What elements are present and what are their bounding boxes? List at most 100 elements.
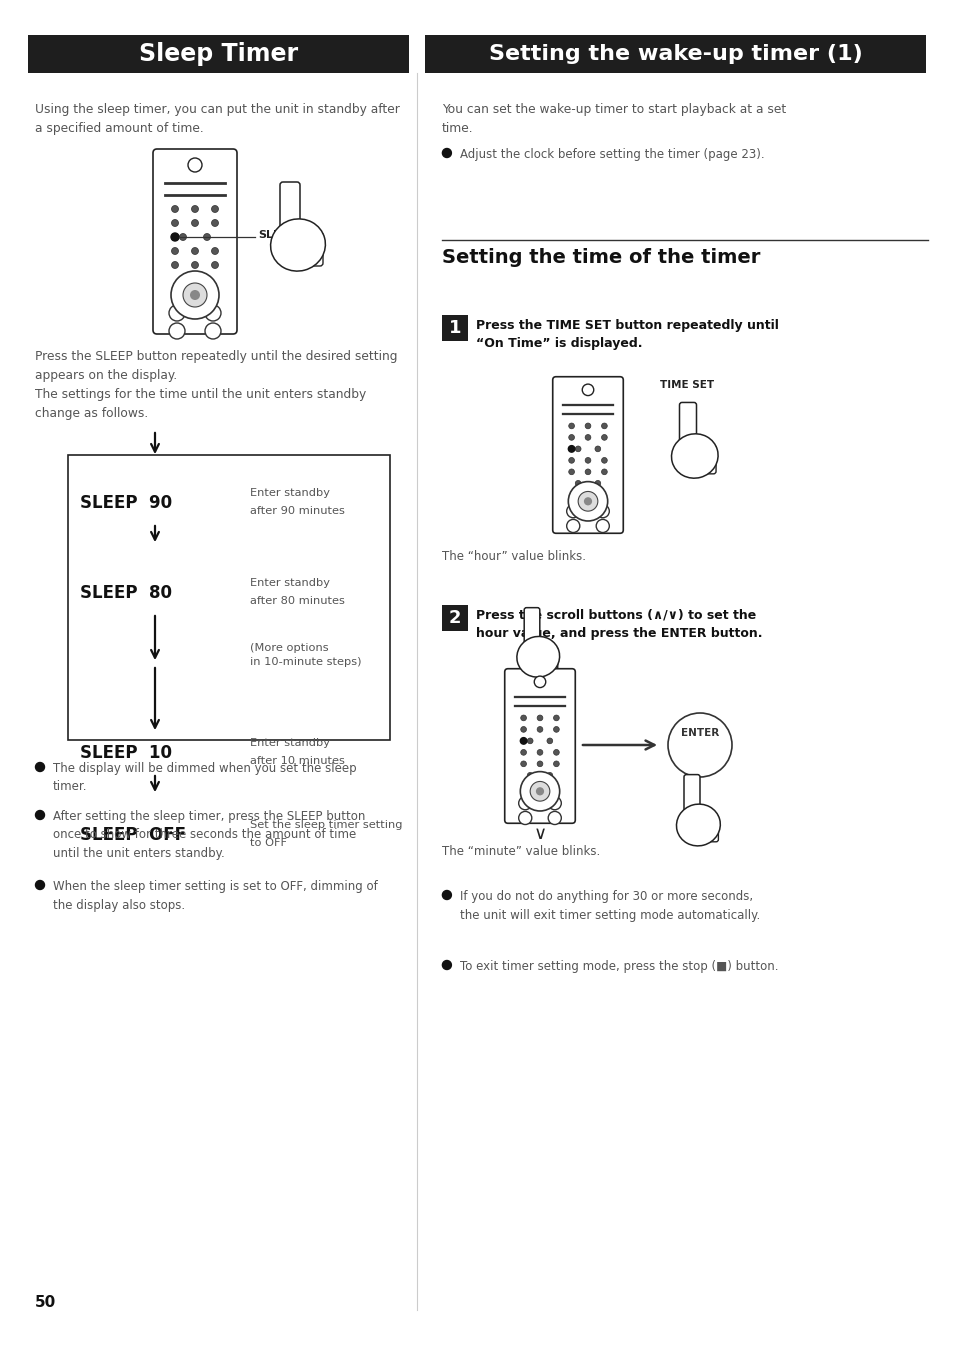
Bar bbox=[441, 315, 467, 341]
Circle shape bbox=[192, 262, 198, 268]
Circle shape bbox=[212, 205, 218, 213]
Circle shape bbox=[183, 283, 207, 307]
FancyBboxPatch shape bbox=[504, 669, 575, 824]
Ellipse shape bbox=[671, 434, 718, 479]
Text: Press the TIME SET button repeatedly until
“On Time” is displayed.: Press the TIME SET button repeatedly unt… bbox=[476, 319, 778, 350]
Text: You can set the wake-up timer to start playback at a set
time.: You can set the wake-up timer to start p… bbox=[441, 102, 785, 135]
Text: When the sleep timer setting is set to OFF, dimming of
the display also stops.: When the sleep timer setting is set to O… bbox=[53, 880, 377, 911]
Text: (More options
in 10-minute steps): (More options in 10-minute steps) bbox=[250, 643, 361, 667]
Text: Sleep Timer: Sleep Timer bbox=[139, 42, 297, 66]
Circle shape bbox=[575, 446, 580, 452]
Ellipse shape bbox=[517, 636, 559, 677]
Circle shape bbox=[553, 749, 558, 755]
Circle shape bbox=[537, 762, 542, 767]
Circle shape bbox=[601, 423, 607, 429]
Circle shape bbox=[530, 782, 549, 801]
Circle shape bbox=[203, 275, 211, 283]
Circle shape bbox=[520, 762, 526, 767]
FancyBboxPatch shape bbox=[679, 403, 696, 446]
Circle shape bbox=[179, 290, 186, 297]
Circle shape bbox=[578, 492, 598, 511]
Circle shape bbox=[519, 737, 526, 744]
Circle shape bbox=[553, 727, 558, 732]
Text: TIME SET: TIME SET bbox=[659, 380, 714, 390]
FancyBboxPatch shape bbox=[703, 814, 718, 841]
Circle shape bbox=[520, 749, 526, 755]
Text: To exit timer setting mode, press the stop (■) button.: To exit timer setting mode, press the st… bbox=[459, 960, 778, 973]
Circle shape bbox=[169, 305, 185, 321]
Circle shape bbox=[35, 880, 45, 890]
Text: after 90 minutes: after 90 minutes bbox=[250, 506, 345, 516]
Circle shape bbox=[205, 324, 221, 338]
FancyBboxPatch shape bbox=[543, 647, 558, 673]
Circle shape bbox=[667, 713, 731, 776]
Circle shape bbox=[35, 810, 45, 820]
Circle shape bbox=[179, 275, 186, 283]
Circle shape bbox=[534, 677, 545, 687]
Circle shape bbox=[192, 205, 198, 213]
Circle shape bbox=[566, 504, 579, 518]
FancyBboxPatch shape bbox=[700, 445, 716, 474]
Text: Using the sleep timer, you can put the unit in standby after
a specified amount : Using the sleep timer, you can put the u… bbox=[35, 102, 399, 135]
Circle shape bbox=[520, 727, 526, 732]
Circle shape bbox=[527, 737, 533, 744]
Circle shape bbox=[442, 961, 451, 969]
Circle shape bbox=[203, 233, 211, 240]
Circle shape bbox=[35, 763, 45, 771]
Circle shape bbox=[169, 324, 185, 338]
Text: The “minute” value blinks.: The “minute” value blinks. bbox=[441, 845, 599, 857]
Text: Adjust the clock before setting the timer (page 23).: Adjust the clock before setting the time… bbox=[459, 148, 763, 160]
Circle shape bbox=[203, 290, 211, 297]
Circle shape bbox=[171, 233, 179, 241]
Circle shape bbox=[548, 797, 560, 810]
Circle shape bbox=[212, 248, 218, 255]
Circle shape bbox=[537, 727, 542, 732]
Circle shape bbox=[581, 384, 593, 395]
Circle shape bbox=[595, 480, 600, 487]
Circle shape bbox=[546, 785, 552, 790]
Text: 50: 50 bbox=[35, 1295, 56, 1310]
Text: If you do not do anything for 30 or more seconds,
the unit will exit timer setti: If you do not do anything for 30 or more… bbox=[459, 890, 760, 922]
Circle shape bbox=[172, 205, 178, 213]
Circle shape bbox=[568, 423, 574, 429]
Text: The “hour” value blinks.: The “hour” value blinks. bbox=[441, 550, 585, 563]
Circle shape bbox=[575, 480, 580, 487]
Circle shape bbox=[596, 519, 609, 532]
Text: Press the scroll buttons (∧/∨) to set the
hour value, and press the ENTER button: Press the scroll buttons (∧/∨) to set th… bbox=[476, 609, 761, 640]
FancyBboxPatch shape bbox=[152, 150, 236, 334]
Circle shape bbox=[179, 233, 186, 240]
Circle shape bbox=[442, 891, 451, 899]
FancyBboxPatch shape bbox=[523, 608, 539, 647]
Circle shape bbox=[601, 434, 607, 441]
Text: ∨: ∨ bbox=[533, 825, 546, 842]
Text: Set the sleep timer setting: Set the sleep timer setting bbox=[250, 820, 402, 830]
Bar bbox=[28, 35, 409, 73]
Circle shape bbox=[583, 497, 592, 506]
Text: SLEEP  OFF: SLEEP OFF bbox=[80, 826, 186, 844]
Circle shape bbox=[172, 248, 178, 255]
FancyBboxPatch shape bbox=[280, 182, 299, 233]
Circle shape bbox=[442, 148, 451, 158]
Ellipse shape bbox=[271, 218, 325, 271]
Circle shape bbox=[171, 271, 219, 319]
Circle shape bbox=[568, 446, 575, 452]
Text: The display will be dimmed when you set the sleep
timer.: The display will be dimmed when you set … bbox=[53, 762, 356, 794]
Circle shape bbox=[520, 714, 526, 721]
Text: ENTER: ENTER bbox=[680, 728, 719, 737]
Text: 1: 1 bbox=[448, 319, 460, 337]
Circle shape bbox=[568, 469, 574, 474]
Circle shape bbox=[596, 504, 609, 518]
Text: Enter standby: Enter standby bbox=[250, 488, 330, 497]
Circle shape bbox=[519, 771, 559, 811]
FancyBboxPatch shape bbox=[683, 775, 700, 816]
Circle shape bbox=[595, 492, 600, 497]
Circle shape bbox=[188, 158, 202, 173]
Bar bbox=[424, 35, 925, 73]
Circle shape bbox=[527, 772, 533, 778]
Text: SLEEP  80: SLEEP 80 bbox=[80, 584, 172, 603]
Ellipse shape bbox=[676, 805, 720, 847]
Text: SLEEP  10: SLEEP 10 bbox=[80, 744, 172, 762]
Circle shape bbox=[190, 290, 200, 301]
Bar bbox=[441, 605, 467, 631]
Circle shape bbox=[553, 714, 558, 721]
